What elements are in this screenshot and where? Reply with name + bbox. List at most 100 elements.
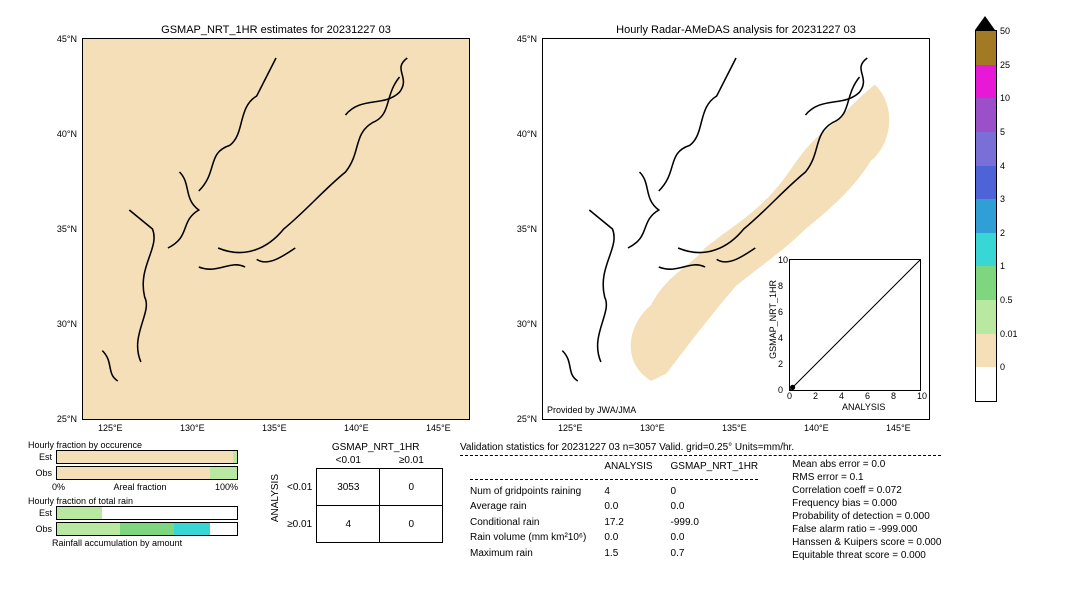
inset-ytick: 10 — [778, 255, 788, 265]
stats-metric: Hanssen & Kuipers score = 0.000 — [792, 536, 941, 549]
stats-row: Maximum rain1.50.7 — [462, 547, 766, 561]
bar-row: Obs — [28, 466, 238, 480]
ytick: 25°N — [47, 414, 77, 424]
bar-label: Est — [28, 452, 56, 462]
contingency-table: GSMAP_NRT_1HR ANALYSIS <0.01 ≥0.01 <0.01… — [270, 442, 443, 543]
ct-11: 0 — [380, 506, 443, 543]
tot-title: Hourly fraction of total rain — [28, 496, 238, 506]
colorbar-tick: 3 — [1000, 194, 1005, 204]
ct-row-title: ANALYSIS — [270, 474, 281, 522]
bar-label: Obs — [28, 468, 56, 478]
colorbar-tick: 25 — [1000, 60, 1010, 70]
stats-cell: 0.0 — [663, 531, 767, 544]
xtick: 130°E — [180, 423, 205, 433]
xtick: 125°E — [558, 423, 583, 433]
colorbar-segment — [976, 300, 996, 334]
bar-row: Obs — [28, 522, 238, 536]
colorbar-segment — [976, 65, 996, 99]
stats-metric: Frequency bias = 0.000 — [792, 497, 941, 510]
map-analysis: Hourly Radar-AMeDAS analysis for 2023122… — [542, 38, 930, 420]
stats-cell: 0 — [663, 485, 767, 498]
stats-row: Rain volume (mm km²10⁶)0.00.0 — [462, 531, 766, 544]
stats-cell: Average rain — [462, 500, 594, 513]
colorbar-segment — [976, 199, 996, 233]
colorbar-segment — [976, 367, 996, 401]
bar-track — [56, 522, 238, 536]
map-gsmap: GSMAP_NRT_1HR estimates for 20231227 03 … — [82, 38, 470, 420]
bar-segment — [210, 467, 237, 479]
inset-scatter: ANALYSISGSMAP_NRT_1HR00224466881010 — [789, 259, 921, 391]
stats-metric: Equitable threat score = 0.000 — [792, 549, 941, 562]
inset-ytick: 6 — [778, 307, 783, 317]
sh1: ANALYSIS — [596, 460, 660, 473]
bar-segment — [57, 523, 120, 535]
stats-cell: Num of gridpoints raining — [462, 485, 594, 498]
ct-row0: <0.01 — [283, 469, 317, 506]
bar-label: Est — [28, 508, 56, 518]
stats-metric: False alarm ratio = -999.000 — [792, 523, 941, 536]
stats-metric: Probability of detection = 0.000 — [792, 510, 941, 523]
stats-cell: Maximum rain — [462, 547, 594, 561]
ct-10: 4 — [317, 506, 380, 543]
occ-title: Hourly fraction by occurence — [28, 440, 238, 450]
stats-metric: Mean abs error = 0.0 — [792, 458, 941, 471]
inset-ytick: 2 — [778, 359, 783, 369]
bar-segment — [57, 507, 102, 519]
map-analysis-title: Hourly Radar-AMeDAS analysis for 2023122… — [543, 24, 929, 36]
stats-cell: Conditional rain — [462, 516, 594, 529]
accum-title: Rainfall accumulation by amount — [52, 538, 238, 548]
colorbar-tick: 10 — [1000, 93, 1010, 103]
colorbar-segment — [976, 233, 996, 267]
ct-col-title: GSMAP_NRT_1HR — [308, 442, 443, 453]
provided-label: Provided by JWA/JMA — [547, 405, 636, 415]
colorbar-tick: 50 — [1000, 26, 1010, 36]
inset-xtick: 6 — [865, 391, 870, 401]
bar-panel: Hourly fraction by occurence EstObs 0% A… — [28, 440, 238, 548]
xtick: 145°E — [426, 423, 451, 433]
ytick: 35°N — [507, 224, 537, 234]
inset-xtick: 10 — [917, 391, 927, 401]
bar-track — [56, 450, 238, 464]
inset-ytick: 8 — [778, 281, 783, 291]
stats-cell: 0.0 — [596, 500, 660, 513]
ct-row1: ≥0.01 — [283, 506, 317, 543]
ytick: 25°N — [507, 414, 537, 424]
ytick: 45°N — [47, 34, 77, 44]
sh2: GSMAP_NRT_1HR — [663, 460, 767, 473]
xtick: 140°E — [344, 423, 369, 433]
colorbar-tick: 0.5 — [1000, 295, 1013, 305]
bar-segment — [57, 451, 233, 463]
stats-cell: 0.0 — [596, 531, 660, 544]
ct-col0: <0.01 — [317, 453, 380, 469]
ytick: 40°N — [507, 129, 537, 139]
xtick: 145°E — [886, 423, 911, 433]
colorbar-tick: 1 — [1000, 261, 1005, 271]
colorbar-tick: 2 — [1000, 228, 1005, 238]
ytick: 45°N — [507, 34, 537, 44]
colorbar-tick: 0.01 — [1000, 329, 1018, 339]
inset-ytick: 0 — [778, 385, 783, 395]
colorbar-segment — [976, 132, 996, 166]
bar-segment — [233, 451, 237, 463]
stats-cell: 0.7 — [663, 547, 767, 561]
ytick: 30°N — [47, 319, 77, 329]
ct-00: 3053 — [317, 469, 380, 506]
sh0 — [462, 460, 594, 473]
stats-cell: -999.0 — [663, 516, 767, 529]
ytick: 30°N — [507, 319, 537, 329]
colorbar-segment — [976, 334, 996, 368]
stats-panel: Validation statistics for 20231227 03 n=… — [460, 442, 941, 562]
ytick: 35°N — [47, 224, 77, 234]
inset-diagonal — [790, 260, 920, 390]
ct-col1: ≥0.01 — [380, 453, 443, 469]
colorbar-segment — [976, 166, 996, 200]
colorbar-tick: 0 — [1000, 362, 1005, 372]
stats-right-list: Mean abs error = 0.0RMS error = 0.1Corre… — [792, 458, 941, 562]
inset-ylabel: GSMAP_NRT_1HR — [768, 280, 778, 359]
bar-label: Obs — [28, 524, 56, 534]
inset-xlabel: ANALYSIS — [842, 402, 885, 412]
inset-xtick: 0 — [787, 391, 792, 401]
bar-segment — [174, 523, 210, 535]
xtick: 125°E — [98, 423, 123, 433]
inset-ytick: 4 — [778, 333, 783, 343]
